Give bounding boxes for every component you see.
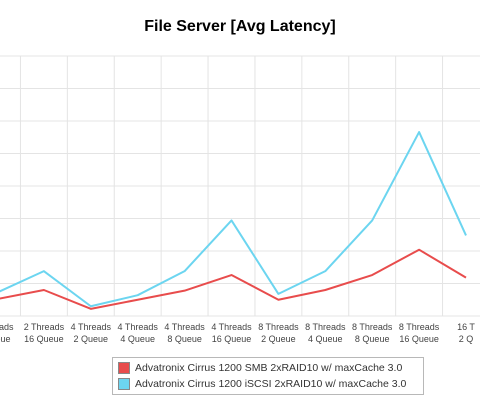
series-lines	[0, 131, 467, 310]
x-tick-label: 4 Queue	[308, 334, 343, 344]
x-tick-label: 2 Threads	[24, 322, 65, 332]
x-axis-tick-labels: Threads Queue 2 Threads 16 Queue 4 Threads 2 …	[0, 322, 475, 344]
x-tick-label: 2 Queue	[261, 334, 296, 344]
x-tick-label: 8 Threads	[305, 322, 346, 332]
grid	[0, 55, 480, 317]
x-tick-label: 16 Queue	[24, 334, 64, 344]
legend-item-smb: Advatronix Cirrus 1200 SMB 2xRAID10 w/ m…	[118, 360, 402, 376]
x-tick-label: 8 Threads	[258, 322, 299, 332]
x-tick-label: 2 Queue	[74, 334, 109, 344]
chart-title: File Server [Avg Latency]	[144, 18, 336, 35]
series-line-1	[0, 131, 467, 308]
x-tick-label: 16 Queue	[212, 334, 252, 344]
x-tick-label: 2 Q	[459, 334, 474, 344]
x-tick-label: Threads	[0, 322, 14, 332]
x-tick-label: 8 Threads	[399, 322, 440, 332]
legend: Advatronix Cirrus 1200 SMB 2xRAID10 w/ m…	[112, 357, 424, 395]
x-tick-label: 8 Queue	[355, 334, 390, 344]
x-tick-label: 16 Queue	[399, 334, 439, 344]
legend-item-iscsi: Advatronix Cirrus 1200 iSCSI 2xRAID10 w/…	[118, 376, 406, 392]
x-tick-label: 4 Threads	[118, 322, 159, 332]
legend-label-smb: Advatronix Cirrus 1200 SMB 2xRAID10 w/ m…	[135, 362, 403, 374]
series-line-0	[0, 248, 467, 310]
x-tick-label: 8 Threads	[352, 322, 393, 332]
x-tick-label: 8 Queue	[167, 334, 202, 344]
x-tick-label: 4 Threads	[211, 322, 252, 332]
x-tick-label: Queue	[0, 334, 11, 344]
x-tick-label: 16 T	[457, 322, 475, 332]
x-tick-label: 4 Queue	[120, 334, 155, 344]
legend-label-iscsi: Advatronix Cirrus 1200 iSCSI 2xRAID10 w/…	[135, 378, 407, 390]
x-tick-label: 4 Threads	[71, 322, 112, 332]
x-tick-label: 4 Threads	[164, 322, 205, 332]
legend-swatch-iscsi	[118, 378, 130, 390]
legend-swatch-smb	[118, 362, 130, 374]
